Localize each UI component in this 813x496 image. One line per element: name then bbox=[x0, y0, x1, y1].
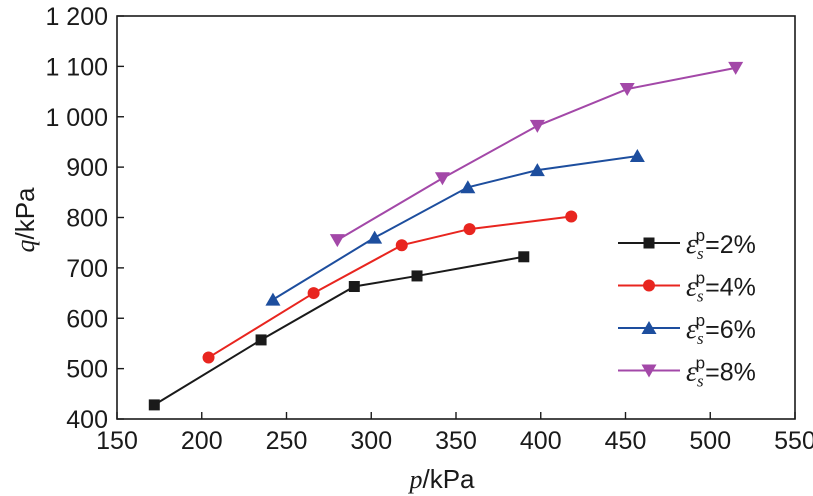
legend-item-1: εsp=2% bbox=[618, 226, 756, 263]
y-tick-label: 900 bbox=[66, 154, 108, 182]
x-axis: 150 200 250 300 350 400 450 500 550 bbox=[96, 412, 813, 455]
y-tick-label: 1 100 bbox=[45, 53, 108, 81]
legend-label: εsp=4% bbox=[686, 269, 756, 306]
data-point bbox=[463, 223, 476, 236]
series-2 bbox=[202, 210, 578, 364]
y-tick-label: 700 bbox=[66, 255, 108, 283]
legend-symbol: ε bbox=[686, 229, 697, 260]
x-axis-title: p/kPa bbox=[407, 464, 475, 494]
data-point bbox=[348, 281, 360, 293]
legend-marker bbox=[641, 364, 657, 378]
x-tick-label: 250 bbox=[266, 427, 308, 455]
legend-value: =2% bbox=[705, 231, 756, 259]
legend-symbol: ε bbox=[686, 272, 697, 303]
legend-label: εsp=8% bbox=[686, 354, 756, 391]
x-axis-var: p bbox=[407, 465, 422, 494]
series-1 bbox=[148, 251, 530, 411]
x-tick-label: 450 bbox=[605, 427, 647, 455]
data-point bbox=[255, 334, 267, 346]
data-point bbox=[529, 119, 545, 133]
legend-symbol: ε bbox=[686, 314, 697, 345]
data-point bbox=[148, 399, 160, 411]
legend-marker bbox=[643, 237, 655, 249]
legend-value: =6% bbox=[705, 316, 756, 344]
legend-superscript: p bbox=[696, 226, 705, 245]
legend-subscript: s bbox=[697, 372, 704, 391]
y-tick-label: 600 bbox=[66, 305, 108, 333]
data-point bbox=[565, 210, 578, 223]
legend-label: εsp=2% bbox=[686, 226, 756, 263]
data-point bbox=[265, 292, 281, 306]
x-tick-label: 500 bbox=[689, 427, 731, 455]
data-point bbox=[728, 61, 744, 75]
legend-item-4: εsp=8% bbox=[618, 354, 756, 391]
legend-superscript: p bbox=[696, 354, 705, 373]
x-tick-label: 200 bbox=[181, 427, 223, 455]
legend-item-2: εsp=4% bbox=[618, 269, 756, 306]
data-point bbox=[329, 234, 345, 248]
legend-value: =4% bbox=[705, 274, 756, 302]
data-point bbox=[411, 270, 423, 282]
legend-subscript: s bbox=[697, 287, 704, 306]
legend-superscript: p bbox=[696, 269, 705, 288]
legend-value: =8% bbox=[705, 359, 756, 387]
data-point bbox=[367, 230, 383, 244]
x-tick-label: 550 bbox=[774, 427, 813, 455]
y-tick-label: 1 200 bbox=[45, 3, 108, 31]
legend-marker bbox=[641, 321, 657, 334]
data-point bbox=[395, 239, 408, 252]
y-axis: 400 500 600 700 800 900 1 000 1 100 1 200 bbox=[45, 3, 124, 434]
data-point bbox=[460, 180, 476, 194]
legend-superscript: p bbox=[696, 311, 705, 330]
data-point bbox=[518, 251, 530, 263]
legend-subscript: s bbox=[697, 244, 704, 263]
data-point bbox=[619, 83, 635, 97]
series-3 bbox=[265, 149, 645, 306]
data-point bbox=[629, 149, 645, 163]
y-tick-label: 500 bbox=[66, 356, 108, 384]
y-axis-unit: /kPa bbox=[10, 187, 40, 240]
x-tick-label: 350 bbox=[435, 427, 477, 455]
y-axis-title: q/kPa bbox=[10, 187, 40, 253]
y-tick-label: 400 bbox=[66, 406, 108, 434]
series-line bbox=[336, 66, 736, 242]
y-tick-label: 800 bbox=[66, 205, 108, 233]
legend-symbol: ε bbox=[686, 357, 697, 388]
series-4 bbox=[329, 61, 744, 248]
data-point bbox=[307, 287, 320, 300]
legend: εsp=2%εsp=4%εsp=6%εsp=8% bbox=[618, 226, 756, 391]
data-point bbox=[434, 172, 450, 186]
y-axis-var: q bbox=[11, 240, 40, 253]
legend-marker bbox=[643, 279, 655, 292]
data-point bbox=[529, 163, 545, 177]
series-layer bbox=[148, 61, 744, 411]
x-axis-unit: /kPa bbox=[422, 464, 475, 494]
legend-item-3: εsp=6% bbox=[618, 311, 756, 348]
x-tick-label: 400 bbox=[520, 427, 562, 455]
x-tick-label: 150 bbox=[96, 427, 138, 455]
x-tick-label: 300 bbox=[350, 427, 392, 455]
legend-label: εsp=6% bbox=[686, 311, 756, 348]
legend-subscript: s bbox=[697, 329, 704, 348]
y-tick-label: 1 000 bbox=[45, 104, 108, 132]
data-point bbox=[202, 351, 215, 364]
series-line bbox=[272, 155, 638, 301]
